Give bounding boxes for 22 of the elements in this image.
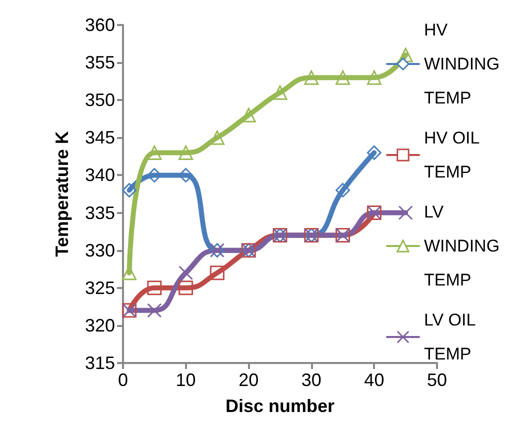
y-tick-label: 360 — [84, 15, 115, 35]
legend-label: HV OIL TEMP — [424, 128, 484, 182]
legend-label: HV WINDING TEMP — [424, 20, 504, 108]
y-tick-label: 315 — [84, 353, 115, 373]
y-tick-label: 340 — [84, 165, 115, 186]
y-tick-label: 355 — [84, 52, 115, 73]
x-tick-label: 10 — [176, 370, 196, 390]
x-tick-label: 50 — [426, 370, 448, 390]
x-tick-label: 40 — [364, 370, 384, 390]
y-tick-label: 345 — [84, 128, 115, 148]
y-tick-label: 320 — [84, 315, 115, 336]
y-tick-label: 335 — [84, 202, 115, 223]
legend-label: LV OIL TEMP — [424, 310, 480, 364]
y-tick-label: 350 — [84, 90, 115, 110]
y-axis-title: Temperature K — [52, 131, 72, 257]
y-tick-label: 330 — [84, 240, 115, 260]
x-axis-title: Disc number — [225, 396, 335, 416]
y-tick-label: 325 — [84, 278, 115, 298]
x-tick-label: 0 — [118, 370, 128, 390]
x-tick-label: 30 — [301, 370, 322, 390]
legend-label: LV WINDING TEMP — [424, 202, 504, 290]
x-tick-label: 20 — [238, 370, 259, 390]
